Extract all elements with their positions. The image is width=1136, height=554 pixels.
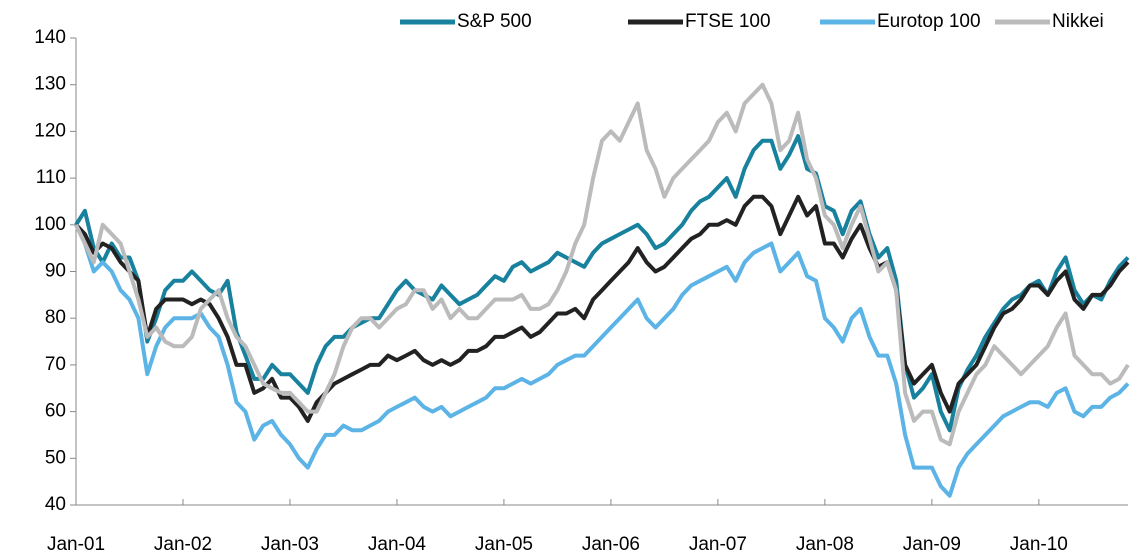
x-tick-label: Jan-07	[689, 534, 747, 554]
y-tick-label: 140	[34, 27, 66, 48]
x-tick-label: Jan-01	[47, 534, 105, 554]
y-tick-label: 70	[45, 354, 66, 375]
x-tick-label: Jan-02	[154, 534, 212, 554]
x-tick-label: Jan-10	[1010, 534, 1068, 554]
legend-label: S&P 500	[457, 11, 532, 32]
series-line	[74, 82, 1130, 447]
x-tick-label: Jan-08	[796, 534, 854, 554]
y-tick-label: 120	[34, 120, 66, 141]
series-line	[74, 194, 1130, 423]
y-tick-label: 50	[45, 447, 66, 468]
y-tick-label: 40	[45, 494, 66, 515]
legend-label: Eurotop 100	[877, 11, 981, 32]
x-tick-label: Jan-09	[903, 534, 961, 554]
x-tick-label: Jan-04	[368, 534, 427, 554]
series-line	[74, 134, 1130, 433]
x-tick-label: Jan-05	[475, 534, 533, 554]
y-tick-label: 60	[45, 401, 66, 422]
y-tick-label: 90	[45, 261, 66, 282]
y-tick-label: 100	[34, 214, 66, 235]
y-tick-label: 130	[34, 74, 66, 95]
series-line	[74, 223, 1130, 498]
x-tick-label: Jan-03	[261, 534, 319, 554]
legend-label: Nikkei	[1052, 11, 1104, 32]
x-tick-label: Jan-06	[582, 534, 640, 554]
y-tick-label: 110	[36, 167, 66, 188]
legend-label: FTSE 100	[685, 11, 771, 32]
y-tick-label: 80	[45, 307, 66, 328]
